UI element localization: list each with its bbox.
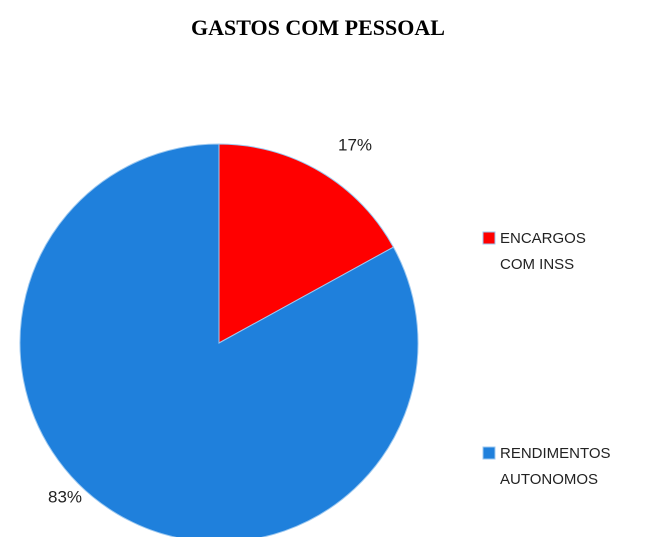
legend-swatch	[482, 231, 496, 245]
pie-slice	[218, 143, 395, 344]
legend-label: ENCARGOS COM INSS	[500, 230, 586, 273]
legend-swatch	[482, 446, 496, 460]
data-label: 83%	[48, 487, 82, 506]
pie-slice	[19, 143, 419, 537]
chart-title: GASTOS COM PESSOAL	[191, 15, 445, 40]
data-label: 17%	[338, 135, 372, 154]
legend-label: RENDIMENTOS AUTONOMOS	[500, 445, 611, 488]
